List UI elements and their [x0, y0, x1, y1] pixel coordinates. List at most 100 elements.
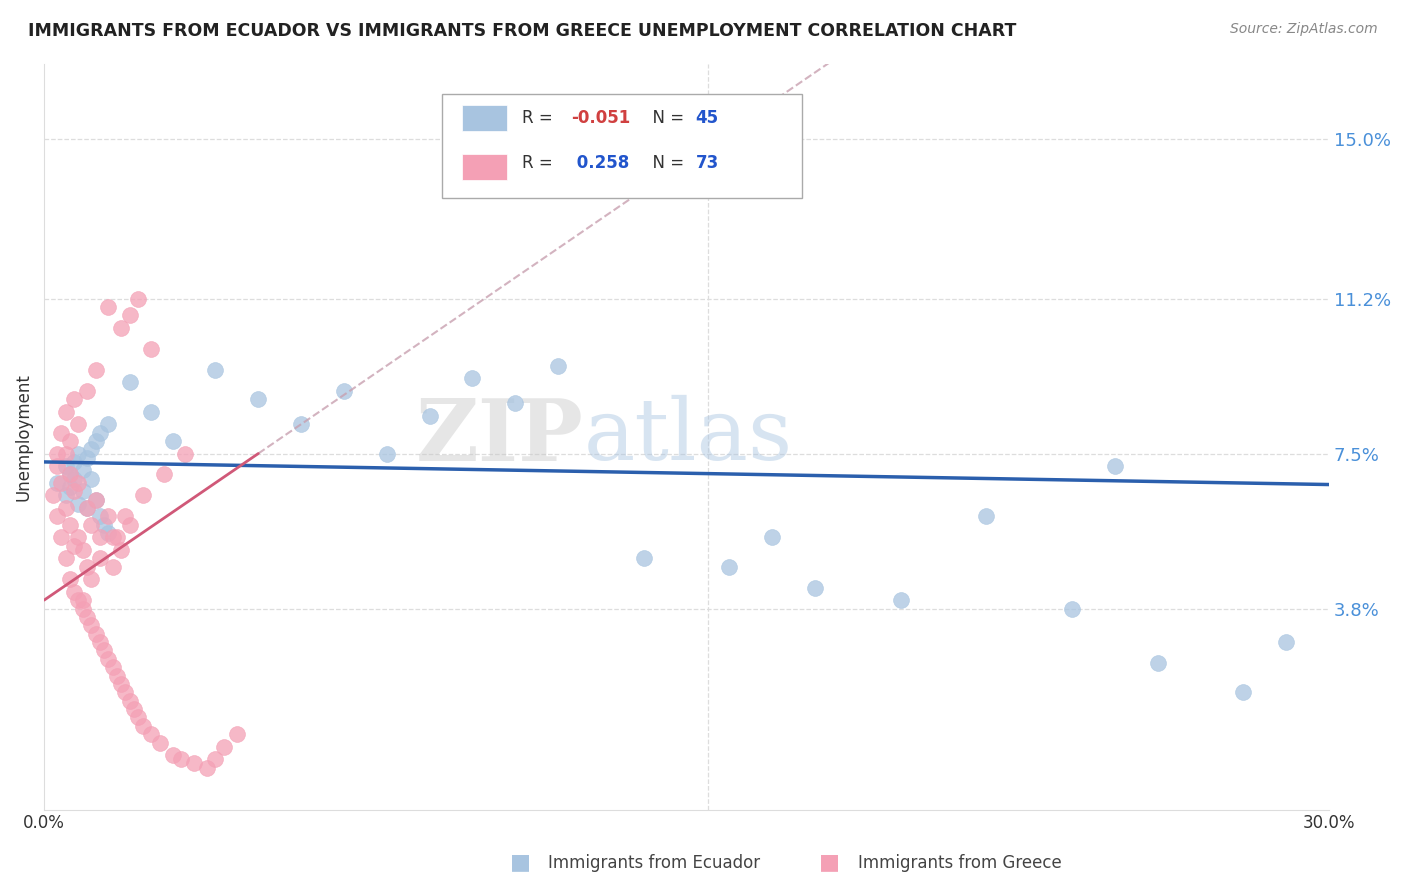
Text: 45: 45: [696, 110, 718, 128]
Point: [127, 710, 149, 724]
Point: [162, 748, 184, 763]
Point: [76, 610, 98, 624]
Point: [80, 442, 103, 457]
Point: [46, 459, 69, 474]
Point: [89, 530, 111, 544]
Point: [97, 417, 120, 432]
Point: [84, 434, 107, 448]
Point: [118, 693, 141, 707]
Point: [547, 359, 569, 373]
Point: [59, 572, 82, 586]
Point: [1060, 601, 1083, 615]
Point: [212, 739, 235, 754]
Point: [114, 685, 136, 699]
Point: [118, 517, 141, 532]
Point: [72, 601, 94, 615]
FancyBboxPatch shape: [461, 153, 506, 179]
Point: [110, 677, 132, 691]
Point: [63, 392, 86, 406]
Point: [67, 497, 90, 511]
Point: [804, 581, 827, 595]
Point: [1104, 459, 1126, 474]
Text: ■: ■: [510, 853, 530, 872]
Point: [976, 509, 998, 524]
Point: [76, 501, 98, 516]
Point: [93, 517, 115, 532]
Point: [89, 425, 111, 440]
Point: [51, 475, 73, 490]
Point: [101, 559, 124, 574]
Point: [89, 551, 111, 566]
Point: [46, 475, 69, 490]
Point: [170, 752, 193, 766]
Point: [59, 467, 82, 482]
Point: [890, 593, 912, 607]
Point: [225, 727, 247, 741]
Point: [76, 501, 98, 516]
Point: [55, 488, 77, 502]
Text: ZIP: ZIP: [416, 395, 583, 479]
Point: [76, 450, 98, 465]
Point: [333, 384, 356, 398]
Point: [101, 660, 124, 674]
FancyBboxPatch shape: [461, 105, 506, 131]
Point: [84, 492, 107, 507]
Point: [110, 542, 132, 557]
Point: [118, 309, 141, 323]
Point: [131, 488, 153, 502]
Point: [84, 363, 107, 377]
Point: [67, 446, 90, 460]
Point: [183, 756, 205, 771]
Point: [114, 509, 136, 524]
Point: [503, 396, 526, 410]
Point: [101, 530, 124, 544]
Text: 73: 73: [696, 154, 718, 172]
Point: [131, 719, 153, 733]
Point: [97, 652, 120, 666]
Point: [55, 446, 77, 460]
Point: [84, 492, 107, 507]
Point: [419, 409, 441, 423]
Point: [41, 488, 63, 502]
Point: [122, 702, 145, 716]
Point: [375, 446, 398, 460]
Point: [761, 530, 783, 544]
Point: [80, 517, 103, 532]
Point: [67, 530, 90, 544]
Point: [149, 735, 172, 749]
Point: [67, 475, 90, 490]
Text: N =: N =: [641, 154, 689, 172]
Point: [1146, 656, 1168, 670]
Point: [290, 417, 312, 432]
Point: [80, 572, 103, 586]
Point: [84, 626, 107, 640]
Point: [110, 321, 132, 335]
Point: [89, 509, 111, 524]
Point: [97, 509, 120, 524]
Point: [55, 551, 77, 566]
Point: [63, 455, 86, 469]
Point: [162, 434, 184, 448]
Point: [59, 434, 82, 448]
Point: [141, 342, 163, 356]
Point: [633, 551, 655, 566]
Point: [67, 417, 90, 432]
Point: [195, 761, 218, 775]
Point: [51, 425, 73, 440]
Point: [141, 727, 163, 741]
Text: IMMIGRANTS FROM ECUADOR VS IMMIGRANTS FROM GREECE UNEMPLOYMENT CORRELATION CHART: IMMIGRANTS FROM ECUADOR VS IMMIGRANTS FR…: [28, 22, 1017, 40]
Text: 0.258: 0.258: [571, 154, 628, 172]
Point: [80, 472, 103, 486]
Point: [97, 300, 120, 314]
Point: [46, 509, 69, 524]
Point: [55, 459, 77, 474]
Point: [59, 517, 82, 532]
Text: R =: R =: [522, 154, 558, 172]
Text: atlas: atlas: [583, 395, 793, 478]
Point: [72, 484, 94, 499]
Point: [153, 467, 176, 482]
Point: [1275, 635, 1298, 649]
Point: [97, 526, 120, 541]
Point: [76, 384, 98, 398]
Text: Source: ZipAtlas.com: Source: ZipAtlas.com: [1230, 22, 1378, 37]
